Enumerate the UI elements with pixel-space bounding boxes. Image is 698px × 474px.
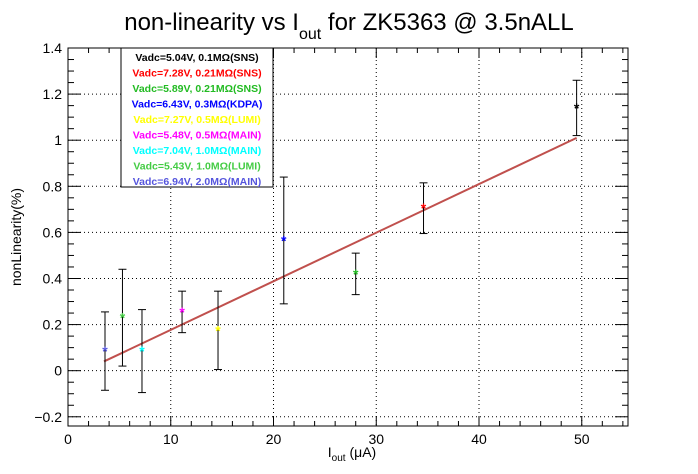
y-tick-label: 1.2 xyxy=(43,86,63,102)
y-tick-label: −0.2 xyxy=(34,409,62,425)
x-tick-label: 0 xyxy=(64,431,72,447)
y-tick-label: 0.6 xyxy=(43,224,63,240)
legend-entry: Vadc=6.94V, 2.0MΩ(MAIN) xyxy=(133,176,262,188)
data-point-marker: * xyxy=(120,310,126,326)
plot-frame xyxy=(67,47,629,427)
data-points: * * * * * * * * * xyxy=(100,79,581,394)
data-point-marker: * xyxy=(215,322,221,338)
y-axis-label: nonLinearity(%) xyxy=(8,188,24,286)
x-tick-label: 30 xyxy=(368,431,384,447)
x-tick-label: 10 xyxy=(163,431,179,447)
legend-entry: Vadc=5.89V, 0.21MΩ(SNS) xyxy=(132,83,261,95)
legend-entry: Vadc=6.43V, 0.3MΩ(KDPA) xyxy=(132,99,263,111)
data-point-marker: * xyxy=(102,343,108,359)
y-tick-label: 1 xyxy=(54,132,62,148)
x-tick-label: 40 xyxy=(471,431,487,447)
axes: 0 10 20 30 40 50−0.200.20.40.60.811.21.4 xyxy=(34,40,628,447)
legend-entry: Vadc=5.48V, 0.5MΩ(MAIN) xyxy=(133,130,262,142)
legend-entry: Vadc=7.28V, 0.21MΩ(SNS) xyxy=(132,68,261,80)
data-point-marker: * xyxy=(179,304,185,320)
y-tick-label: 0 xyxy=(54,363,62,379)
y-tick-label: 0.2 xyxy=(43,317,63,333)
x-tick-label: 20 xyxy=(266,431,282,447)
chart-title: non-linearity vs Iout for ZK5363 @ 3.5nA… xyxy=(124,9,574,43)
y-tick-label: 0.4 xyxy=(43,270,63,286)
fit-line xyxy=(103,136,578,363)
grid xyxy=(68,48,628,426)
legend-entry: Vadc=7.04V, 1.0MΩ(MAIN) xyxy=(133,145,262,157)
data-point-marker: * xyxy=(353,266,359,282)
legend-box xyxy=(120,47,274,188)
y-tick-label: 1.4 xyxy=(43,40,63,56)
x-tick-label: 50 xyxy=(574,431,590,447)
data-point-marker: * xyxy=(281,232,287,248)
data-point-marker: * xyxy=(139,343,145,359)
legend-entry: Vadc=5.43V, 1.0MΩ(LUMI) xyxy=(133,161,260,173)
data-point-marker: * xyxy=(574,100,580,116)
y-tick-label: 0.8 xyxy=(43,178,63,194)
data-point-marker: * xyxy=(421,200,427,216)
x-axis-label: Iout (μA) xyxy=(328,444,376,464)
legend-entry: Vadc=7.27V, 0.5MΩ(LUMI) xyxy=(133,114,260,126)
legend: Vadc=5.04V, 0.1MΩ(SNS) Vadc=7.28V, 0.21MΩ… xyxy=(120,47,274,188)
legend-entry: Vadc=5.04V, 0.1MΩ(SNS) xyxy=(135,52,258,64)
fit-line-layer xyxy=(103,136,578,363)
